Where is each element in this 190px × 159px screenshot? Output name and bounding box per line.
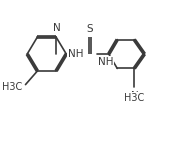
Text: H3C: H3C bbox=[124, 93, 145, 103]
Text: H3C: H3C bbox=[2, 82, 22, 92]
Text: N: N bbox=[53, 23, 61, 33]
Text: NH: NH bbox=[68, 49, 83, 59]
Text: S: S bbox=[87, 24, 93, 35]
Text: N: N bbox=[131, 90, 139, 100]
Text: NH: NH bbox=[98, 57, 113, 67]
